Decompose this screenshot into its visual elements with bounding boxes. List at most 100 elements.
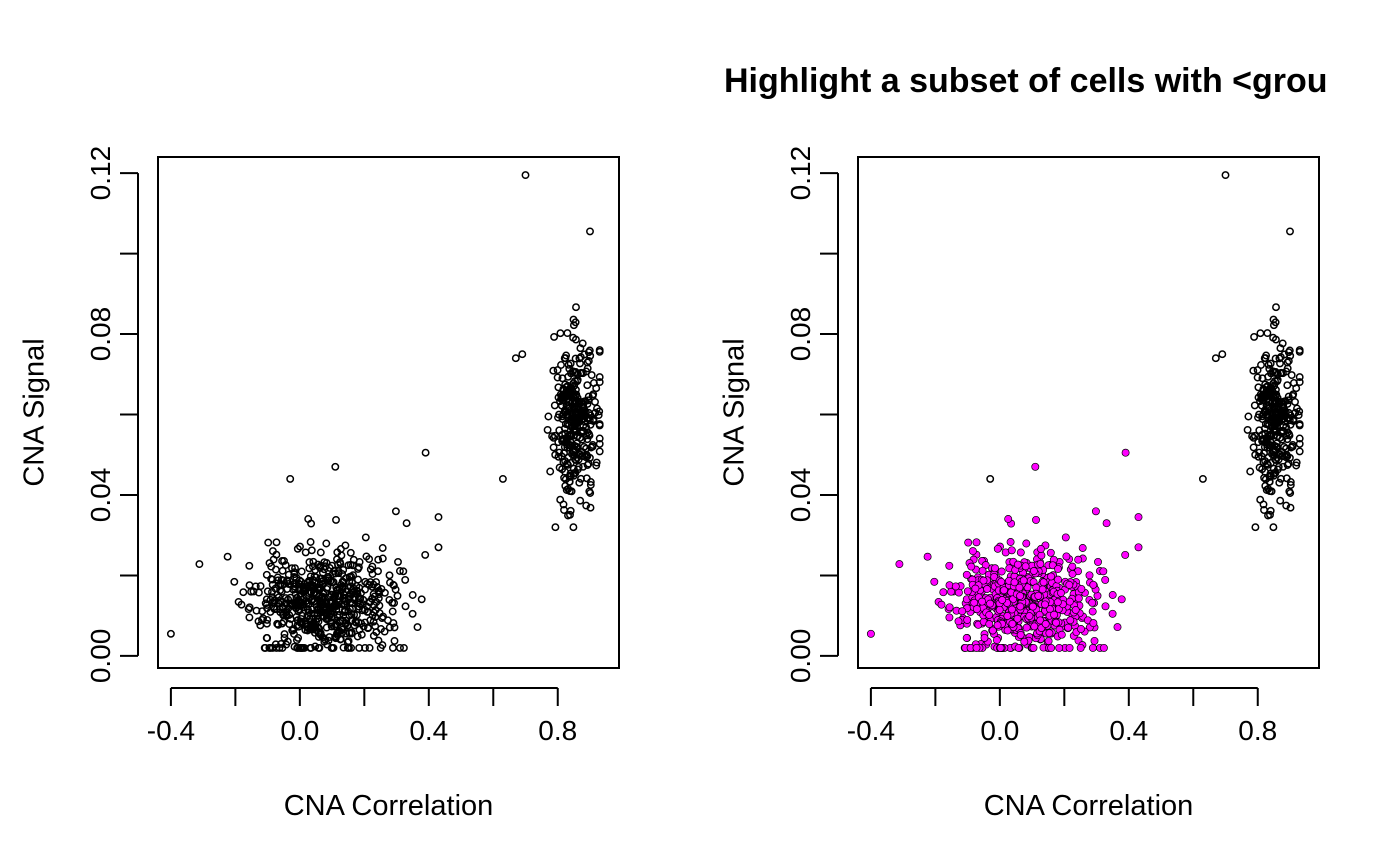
cell-point bbox=[295, 605, 304, 614]
cell-point bbox=[578, 435, 587, 444]
highlighted-cell-point bbox=[991, 564, 999, 573]
points-layer bbox=[866, 171, 1304, 652]
cell-point bbox=[275, 643, 284, 652]
scatter-panel-right: -0.4 0.0 0.4 0.8 0.00 0.04 0.08 0.12 CNA Correla… bbox=[719, 146, 1320, 822]
cell-point bbox=[402, 519, 411, 528]
cell-point bbox=[258, 616, 266, 624]
cell-point bbox=[1295, 439, 1304, 448]
cell-point bbox=[562, 383, 571, 392]
cell-point bbox=[1251, 523, 1260, 532]
cell-point bbox=[195, 560, 204, 569]
highlighted-cell-point bbox=[972, 643, 981, 652]
cell-point bbox=[558, 374, 567, 383]
scatter-panel-left: -0.4 0.0 0.4 0.8 0.00 0.04 0.08 0.12 CNA Correla… bbox=[19, 146, 620, 822]
cell-point bbox=[245, 603, 254, 612]
cell-point bbox=[595, 439, 604, 448]
highlighted-cell-point bbox=[1057, 589, 1065, 597]
cell-point bbox=[550, 332, 559, 341]
cell-point bbox=[268, 547, 277, 556]
cell-point bbox=[378, 554, 387, 563]
cell-point bbox=[1289, 415, 1298, 423]
x-tick-label: 0.8 bbox=[1238, 715, 1277, 746]
cell-point bbox=[1286, 420, 1295, 429]
cell-point bbox=[300, 586, 308, 595]
cell-point bbox=[288, 626, 297, 635]
plot-frame bbox=[857, 156, 1320, 669]
highlighted-cell-point bbox=[986, 599, 995, 608]
highlighted-cell-point bbox=[1094, 557, 1102, 566]
cell-point bbox=[1264, 360, 1273, 369]
cell-point bbox=[558, 435, 567, 444]
highlighted-cell-point bbox=[1047, 643, 1056, 652]
cell-point bbox=[267, 562, 276, 571]
cell-point bbox=[1272, 439, 1281, 448]
cell-point bbox=[1256, 397, 1264, 406]
x-axis: -0.4 0.0 0.4 0.8 bbox=[147, 687, 577, 746]
cell-point bbox=[1269, 523, 1278, 532]
cell-point bbox=[391, 507, 400, 516]
x-axis-title: CNA Correlation bbox=[284, 790, 494, 822]
highlighted-cell-point bbox=[1022, 539, 1031, 548]
cell-point bbox=[560, 354, 569, 363]
cell-point bbox=[291, 564, 299, 573]
cell-point bbox=[1273, 393, 1282, 402]
cell-point bbox=[1264, 511, 1272, 520]
cell-point bbox=[276, 586, 285, 595]
highlighted-cell-point bbox=[1078, 544, 1087, 552]
cell-point bbox=[572, 439, 581, 448]
cell-point bbox=[308, 605, 316, 614]
highlighted-cell-point bbox=[1061, 533, 1070, 542]
cell-point bbox=[572, 442, 581, 451]
cell-point bbox=[1286, 227, 1294, 236]
cell-point bbox=[571, 318, 580, 327]
cell-point bbox=[319, 576, 328, 585]
cell-point bbox=[555, 448, 564, 457]
cell-point bbox=[377, 625, 385, 633]
cell-point bbox=[559, 500, 568, 509]
cell-point bbox=[1294, 411, 1303, 420]
cell-point bbox=[1198, 474, 1207, 483]
points-layer bbox=[166, 171, 604, 652]
highlighted-cell-point bbox=[985, 611, 994, 619]
cell-point bbox=[389, 619, 398, 628]
cell-point bbox=[296, 542, 304, 551]
cell-point bbox=[336, 616, 345, 625]
highlighted-cell-point bbox=[1041, 620, 1050, 628]
cell-point bbox=[279, 576, 288, 585]
cell-point bbox=[365, 643, 374, 652]
cell-point bbox=[303, 626, 312, 635]
cell-point bbox=[355, 643, 364, 652]
cell-point bbox=[571, 455, 580, 464]
cell-point bbox=[339, 578, 348, 587]
cell-point bbox=[1278, 339, 1287, 348]
highlighted-cell-point bbox=[1028, 602, 1037, 611]
cell-point bbox=[585, 431, 594, 440]
highlighted-cell-point bbox=[1062, 552, 1071, 561]
cell-point bbox=[339, 565, 348, 574]
highlighted-cell-point bbox=[1064, 623, 1073, 632]
cell-point bbox=[1218, 350, 1227, 359]
highlighted-cell-point bbox=[971, 584, 980, 593]
cell-point bbox=[263, 587, 272, 596]
cell-point bbox=[1260, 449, 1268, 458]
cell-point bbox=[346, 548, 355, 557]
cell-point bbox=[347, 643, 356, 652]
cell-point bbox=[345, 629, 354, 638]
cell-point bbox=[1263, 420, 1272, 429]
highlighted-cell-point bbox=[951, 582, 960, 591]
cell-point bbox=[1255, 448, 1264, 457]
cell-point bbox=[1221, 171, 1230, 180]
highlighted-cell-point bbox=[1003, 626, 1012, 635]
cell-point bbox=[564, 511, 572, 520]
cell-point bbox=[256, 582, 265, 591]
cell-point bbox=[564, 360, 573, 369]
cell-point bbox=[1258, 430, 1267, 439]
cell-point bbox=[237, 600, 246, 609]
highlighted-cell-point bbox=[1034, 591, 1043, 600]
highlighted-cell-point bbox=[1010, 578, 1019, 587]
cell-point bbox=[1258, 374, 1267, 383]
cell-point bbox=[325, 612, 334, 621]
cell-point bbox=[1292, 458, 1301, 467]
highlighted-cell-point bbox=[1041, 600, 1049, 609]
cell-point bbox=[1287, 443, 1296, 452]
